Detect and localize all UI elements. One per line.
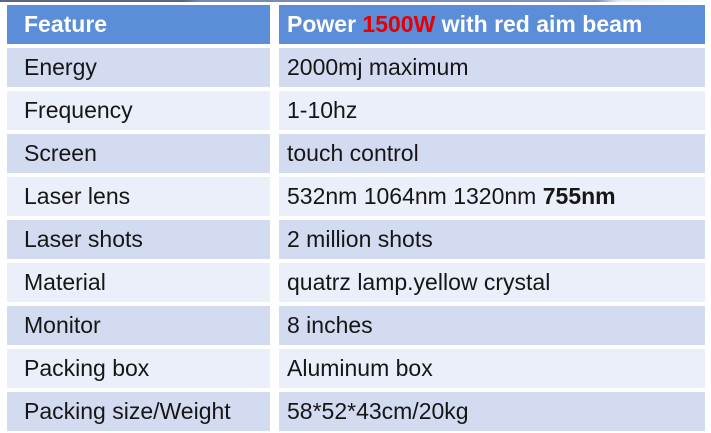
value-cell: 58*52*43cm/20kg	[279, 392, 705, 431]
top-crop-artifact	[0, 0, 711, 2]
feature-cell: Monitor	[7, 306, 270, 345]
feature-label: Packing box	[24, 355, 150, 381]
header-row: Feature Power 1500W with red aim beam	[7, 5, 705, 44]
value-cell: 2000mj maximum	[279, 48, 705, 87]
feature-cell: Packing box	[7, 349, 270, 388]
feature-label: Packing size/Weight	[24, 398, 231, 424]
power-label-suffix: with red aim beam	[435, 11, 643, 37]
spec-table: Feature Power 1500W with red aim beam En…	[7, 5, 705, 431]
feature-cell: Laser shots	[7, 220, 270, 259]
table-row-frequency: Frequency 1-10hz	[7, 91, 705, 130]
value-text: touch control	[287, 140, 419, 166]
table-row-packing-size-weight: Packing size/Weight 58*52*43cm/20kg	[7, 392, 705, 431]
table-row-material: Material quatrz lamp.yellow crystal	[7, 263, 705, 302]
power-value-highlight: 1500W	[362, 11, 436, 37]
value-cell: touch control	[279, 134, 705, 173]
feature-label: Laser shots	[24, 226, 143, 252]
value-cell: 8 inches	[279, 306, 705, 345]
feature-header-label: Feature	[24, 11, 108, 37]
table-row-laser-lens: Laser lens 532nm 1064nm 1320nm 755nm	[7, 177, 705, 216]
feature-cell: Packing size/Weight	[7, 392, 270, 431]
feature-label: Screen	[24, 140, 97, 166]
value-text: 58*52*43cm/20kg	[287, 398, 469, 424]
feature-label: Laser lens	[24, 183, 131, 209]
value-text: 8 inches	[287, 312, 373, 338]
table-row-energy: Energy 2000mj maximum	[7, 48, 705, 87]
value-cell: 2 million shots	[279, 220, 705, 259]
value-cell: 1-10hz	[279, 91, 705, 130]
feature-label: Monitor	[24, 312, 101, 338]
feature-cell: Screen	[7, 134, 270, 173]
value-text: 2 million shots	[287, 226, 433, 252]
value-bold-text: 755nm	[542, 183, 616, 209]
table-row-laser-shots: Laser shots 2 million shots	[7, 220, 705, 259]
table-row-packing-box: Packing box Aluminum box	[7, 349, 705, 388]
value-cell: quatrz lamp.yellow crystal	[279, 263, 705, 302]
table-row-monitor: Monitor 8 inches	[7, 306, 705, 345]
value-text: 1-10hz	[287, 97, 358, 123]
power-label-prefix: Power	[287, 11, 363, 37]
feature-label: Energy	[24, 54, 97, 80]
feature-cell: Laser lens	[7, 177, 270, 216]
value-cell: 532nm 1064nm 1320nm 755nm	[279, 177, 705, 216]
value-text: 532nm 1064nm 1320nm	[287, 183, 543, 209]
feature-label: Material	[24, 269, 106, 295]
feature-cell: Energy	[7, 48, 270, 87]
feature-cell: Material	[7, 263, 270, 302]
value-text: quatrz lamp.yellow crystal	[287, 269, 551, 295]
table-row-screen: Screen touch control	[7, 134, 705, 173]
feature-label: Frequency	[24, 97, 133, 123]
value-text: 2000mj maximum	[287, 54, 469, 80]
feature-column-header: Feature	[7, 5, 270, 44]
value-column-header: Power 1500W with red aim beam	[279, 5, 705, 44]
value-cell: Aluminum box	[279, 349, 705, 388]
feature-cell: Frequency	[7, 91, 270, 130]
value-text: Aluminum box	[287, 355, 433, 381]
